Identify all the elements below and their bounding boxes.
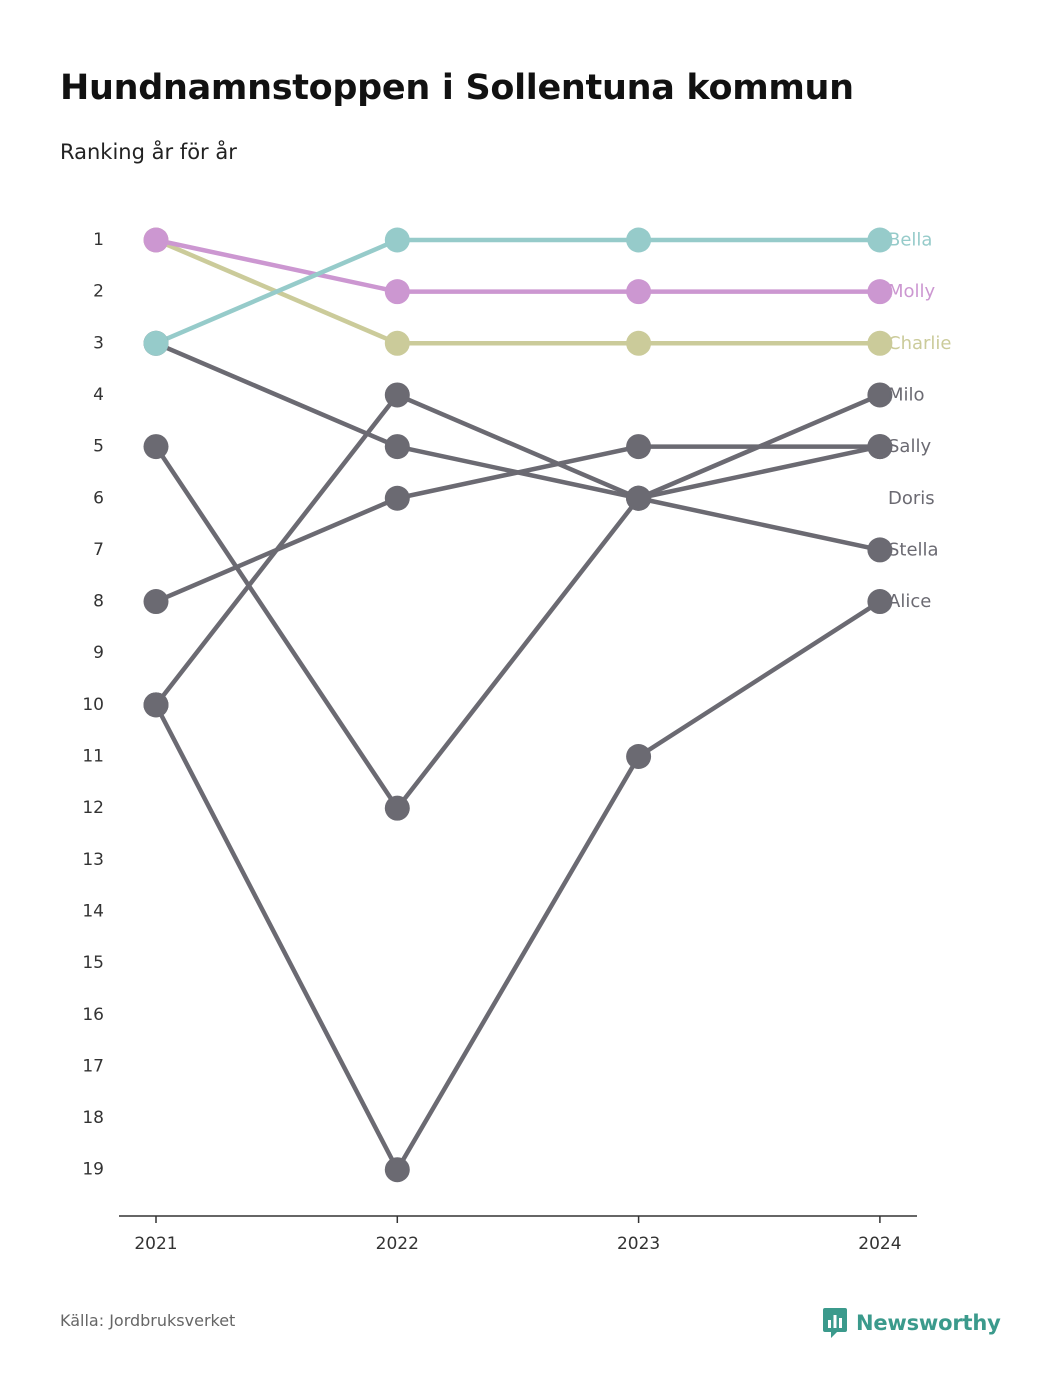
y-tick-label: 5 — [93, 437, 104, 457]
series-point-milo — [626, 485, 652, 511]
series-label-bella: Bella — [888, 230, 932, 251]
series-point-charlie — [626, 330, 652, 356]
source-note: Källa: Jordbruksverket — [60, 1311, 236, 1330]
series-point-sally — [143, 589, 169, 615]
y-tick-label: 8 — [93, 592, 104, 612]
series-line-bella — [153, 237, 883, 346]
y-tick-label: 9 — [93, 643, 104, 663]
y-tick-label: 12 — [82, 798, 104, 818]
series-line-molly — [153, 237, 883, 294]
series-label-stella: Stella — [888, 539, 939, 560]
y-tick-label: 15 — [82, 953, 104, 973]
series-label-alice: Alice — [888, 591, 931, 612]
series-line-alice — [153, 599, 883, 1172]
series-label-milo: Milo — [888, 384, 925, 405]
series-point-alice — [867, 589, 893, 615]
x-tick-label: 2024 — [858, 1234, 901, 1254]
series-line-doris — [153, 444, 883, 811]
series-point-alice — [626, 744, 652, 769]
series-point-molly — [626, 279, 652, 305]
series-point-sally — [384, 485, 410, 511]
x-tick-label: 2023 — [617, 1234, 660, 1254]
newsworthy-logo[interactable]: Newsworthy — [822, 1307, 1001, 1339]
y-tick-label: 6 — [93, 488, 104, 508]
series-label-doris: Doris — [888, 488, 935, 509]
series-point-milo — [867, 382, 893, 408]
x-tick-label: 2021 — [134, 1234, 177, 1254]
y-tick-label: 11 — [82, 747, 104, 767]
y-tick-label: 1 — [93, 230, 104, 250]
series-point-bella — [867, 227, 893, 253]
bar-chart-chat-bubble-icon — [823, 1308, 847, 1338]
series-label-sally: Sally — [888, 436, 931, 457]
series-point-sally — [626, 434, 652, 460]
series-labels: Bella Molly Charlie Milo Sally Doris Stella Ali… — [888, 230, 951, 613]
y-tick-label: 4 — [93, 385, 104, 405]
y-tick-label: 10 — [82, 695, 104, 715]
series-point-milo — [384, 382, 410, 408]
series-point-doris — [143, 434, 169, 460]
y-tick-label: 3 — [93, 333, 104, 353]
series-point-molly — [867, 279, 893, 305]
series-line-milo — [153, 392, 883, 708]
y-tick-label: 14 — [82, 901, 104, 921]
series-point-charlie — [384, 330, 410, 356]
series-point-bella — [143, 330, 169, 356]
y-tick-label: 7 — [93, 540, 104, 560]
chart-subtitle: Ranking år för år — [60, 140, 237, 164]
series-point-stella — [384, 434, 410, 460]
series-lines — [153, 237, 883, 1172]
y-tick-label: 13 — [82, 850, 104, 870]
series-point-molly — [143, 227, 169, 253]
series-point-milo — [143, 692, 169, 718]
chart-title: Hundnamnstoppen i Sollentuna kommun — [60, 68, 854, 108]
series-points — [143, 227, 893, 1183]
series-point-stella — [867, 537, 893, 563]
y-tick-label: 17 — [82, 1056, 104, 1076]
series-point-bella — [384, 227, 410, 253]
y-tick-label: 16 — [82, 1005, 104, 1025]
series-point-doris — [384, 795, 410, 821]
brand-name: Newsworthy — [856, 1311, 1001, 1335]
y-tick-label: 18 — [82, 1108, 104, 1128]
series-point-alice — [384, 1157, 410, 1183]
series-point-sally — [867, 434, 893, 460]
series-point-molly — [384, 279, 410, 305]
series-label-molly: Molly — [888, 281, 936, 302]
x-axis: 2021 2022 2023 2024 — [119, 1215, 917, 1254]
series-point-charlie — [867, 330, 893, 356]
x-tick-label: 2022 — [376, 1234, 419, 1254]
series-label-charlie: Charlie — [888, 333, 951, 354]
y-tick-label: 2 — [93, 282, 104, 302]
y-tick-label: 19 — [82, 1160, 104, 1180]
series-point-bella — [626, 227, 652, 253]
